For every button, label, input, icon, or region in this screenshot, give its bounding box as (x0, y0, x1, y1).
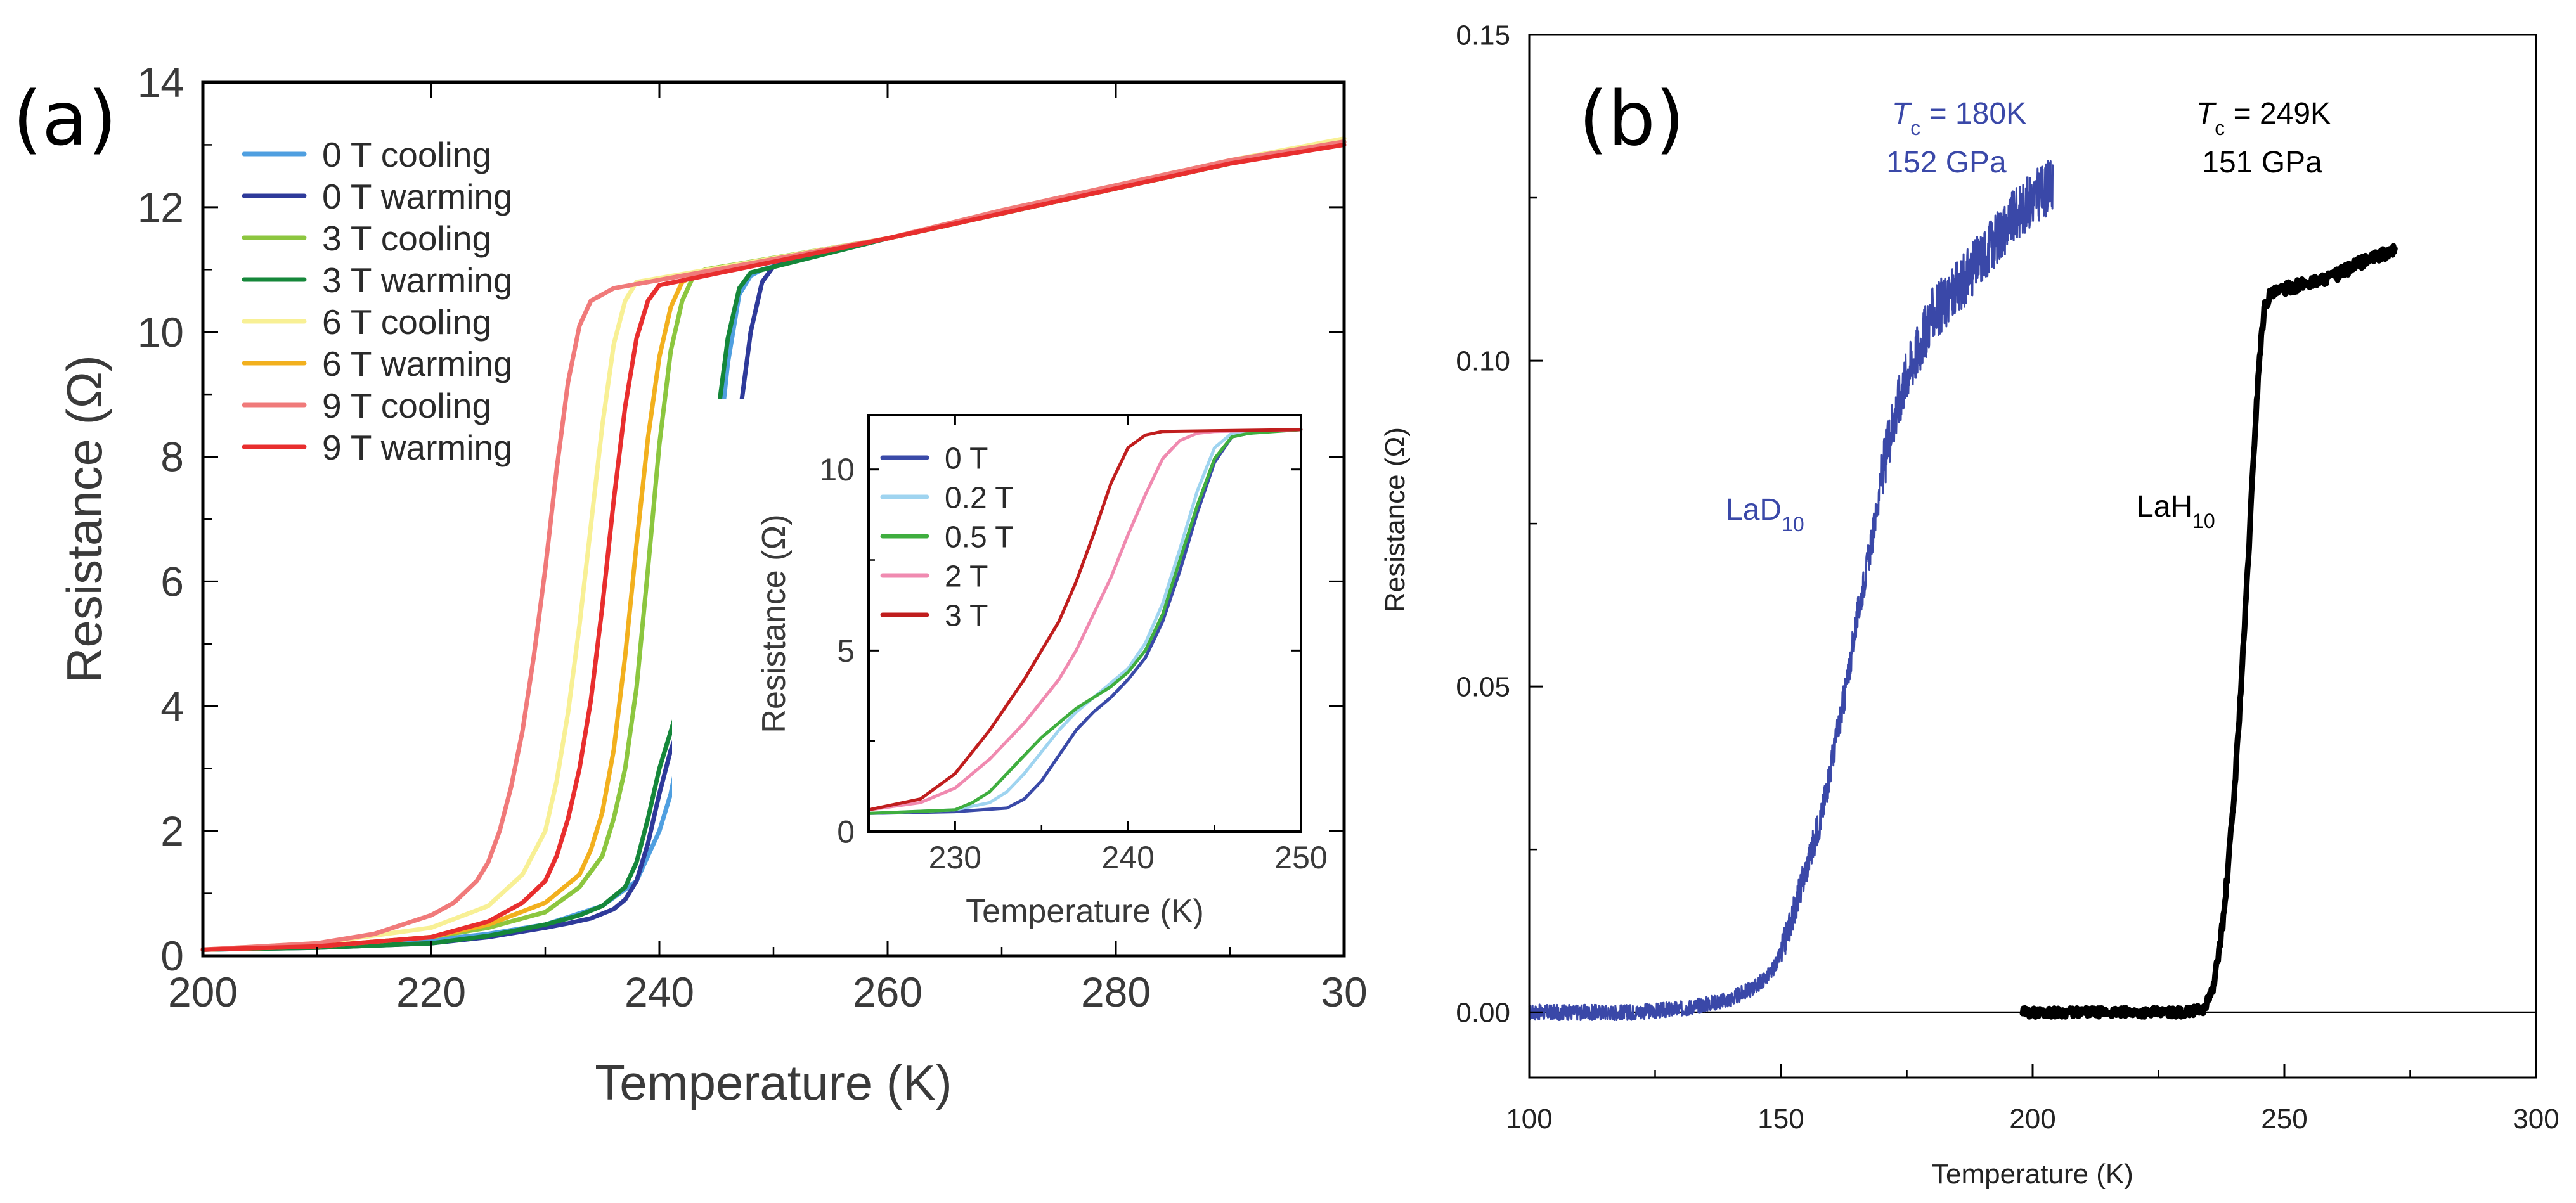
inset-legend-label-0-2-t: 0.2 T (945, 481, 1014, 515)
inset-legend-label-3-t: 3 T (945, 599, 988, 633)
b-y-tick-label: 0.05 (1456, 672, 1510, 703)
panel-b-annotation-lad10: Tc = 180K 152 GPa LaD10 (1726, 97, 2026, 536)
panel-a-inset-y-axis-label: Resistance (Ω) (756, 514, 793, 733)
lad10-label-subscript: 10 (1782, 513, 1804, 536)
a-y-tick-label: 10 (138, 309, 184, 356)
lad10-label: LaD10 (1726, 493, 1804, 536)
lad10-tc-symbol: T (1892, 97, 1913, 131)
b-x-tick-label: 250 (2261, 1103, 2307, 1135)
a-x-tick-label: 200 (168, 968, 238, 1015)
a-x-tick-label: 260 (853, 968, 922, 1015)
panel-a-inset-legend: 0 T 0.2 T 0.5 T 2 T 3 T (880, 442, 1014, 633)
lah10-tc-text: Tc = 249K (2196, 97, 2331, 139)
panel-a-inset-series-layer (867, 428, 1303, 815)
inset-x-tick-label: 230 (929, 840, 981, 875)
b-x-tick-label: 200 (2009, 1103, 2055, 1135)
lah10-label-subscript: 10 (2192, 510, 2215, 532)
inset-y-tick-label: 10 (819, 452, 855, 487)
panel-a-inset-chart: 230 240 250 0 5 10 Temperature (K) Resistanc… (672, 399, 1328, 930)
inset-series-0-2-t (867, 428, 1303, 815)
a-y-tick-label: 4 (160, 683, 184, 730)
a-y-tick-label: 14 (138, 59, 184, 106)
b-y-tick-label: 0.15 (1456, 20, 1510, 51)
lad10-tc-text: Tc = 180K (1892, 97, 2026, 139)
lah10-label: LaH10 (2137, 490, 2215, 532)
b-y-tick-label: 0.00 (1456, 998, 1510, 1029)
b-x-tick-label: 300 (2513, 1103, 2559, 1135)
lad10-label-base: LaD (1726, 493, 1782, 527)
lah10-pressure-text: 151 GPa (2202, 146, 2322, 179)
lah10-label-base: LaH (2137, 490, 2192, 524)
inset-y-tick-label: 5 (837, 633, 855, 669)
panel-a-inset-x-axis: 230 240 250 (869, 415, 1328, 875)
lad10-tc-subscript: c (1910, 117, 1920, 139)
b-y-tick-label: 0.10 (1456, 345, 1510, 376)
panel-a-main-chart: 200 220 240 260 280 30 0 2 4 6 8 10 12 14 Temperatur… (56, 59, 1368, 1110)
b-x-tick-label: 100 (1506, 1103, 1552, 1135)
a-x-tick-label: 240 (625, 968, 694, 1015)
lah10-tc-symbol: T (2196, 97, 2217, 131)
inset-legend-label-2-t: 2 T (945, 560, 988, 593)
a-y-tick-label: 2 (160, 807, 184, 854)
a-legend-label-3-t-cooling: 3 T cooling (322, 219, 491, 258)
a-legend-label-6-t-cooling: 6 T cooling (322, 302, 491, 342)
a-y-tick-label: 12 (138, 184, 184, 231)
inset-legend-label-0-t: 0 T (945, 442, 988, 475)
a-legend-label-9-t-cooling: 9 T cooling (322, 386, 491, 425)
a-y-tick-label: 0 (160, 932, 184, 979)
panel-a-inset-x-axis-label: Temperature (K) (966, 893, 1204, 930)
a-legend-label-3-t-warming: 3 T warming (322, 261, 513, 300)
a-x-tick-label: 220 (396, 968, 466, 1015)
panel-b-label: (b) (1579, 75, 1685, 162)
panel-a-series-layer (200, 136, 1347, 952)
inset-legend-label-0-5-t: 0.5 T (945, 520, 1014, 554)
a-legend-label-0-t-cooling: 0 T cooling (322, 135, 491, 174)
inset-series-3-t (867, 428, 1303, 812)
panel-a-x-axis: 200 220 240 260 280 30 (168, 82, 1368, 1015)
panel-b-x-axis-label: Temperature (K) (1932, 1159, 2133, 1190)
lad10-tc-value: = 180K (1920, 97, 2026, 131)
inset-series-2-t (867, 428, 1303, 812)
panel-b-annotation-lah10: Tc = 249K 151 GPa LaH10 (2137, 97, 2331, 532)
a-y-tick-label: 8 (160, 434, 184, 480)
a-legend-label-6-t-warming: 6 T warming (322, 344, 513, 383)
panel-a-y-axis: 0 2 4 6 8 10 12 14 (138, 59, 1344, 979)
panel-a-label: (a) (13, 75, 117, 162)
inset-x-tick-label: 240 (1101, 840, 1154, 875)
b-series-lah10 (2019, 243, 2398, 1020)
a-y-tick-label: 6 (160, 558, 184, 605)
panel-b-series-layer (1528, 160, 2398, 1021)
inset-series-0-5-t (867, 428, 1303, 815)
inset-x-tick-label: 250 (1274, 840, 1327, 875)
panel-a-x-axis-label: Temperature (K) (595, 1055, 952, 1110)
panel-a-inset-y-axis: 0 5 10 (819, 452, 1301, 850)
a-series-9-t-warming (200, 142, 1347, 952)
b-series-lad10 (1528, 160, 2054, 1021)
panel-a: (a) 200 220 240 260 280 30 0 2 4 6 8 10 12 14 Temper… (13, 59, 1368, 1110)
lah10-tc-subscript: c (2215, 117, 2225, 139)
panel-b-chart: 100 150 200 250 300 0.00 0.05 0.10 0.15 Tempera… (1380, 20, 2560, 1190)
inset-y-tick-label: 0 (837, 814, 855, 850)
panel-b-y-axis: 0.00 0.05 0.10 0.15 (1456, 20, 1543, 1029)
panel-b: (b) 100 150 200 250 300 0.00 0.05 0.10 0.15 Tem… (1380, 20, 2560, 1190)
a-x-tick-label: 280 (1081, 968, 1151, 1015)
a-x-tick-label: 30 (1321, 968, 1367, 1015)
panel-a-inset-frame (867, 414, 1302, 833)
a-legend-label-9-t-warming: 9 T warming (322, 428, 513, 467)
b-x-tick-label: 150 (1757, 1103, 1804, 1135)
a-legend-label-0-t-warming: 0 T warming (322, 177, 513, 216)
panel-b-x-axis: 100 150 200 250 300 (1506, 196, 2560, 1135)
panel-b-y-axis-label: Resistance (Ω) (1380, 427, 1411, 612)
lad10-pressure-text: 152 GPa (1886, 146, 2007, 179)
lah10-tc-value: = 249K (2225, 97, 2331, 131)
panel-a-y-axis-label: Resistance (Ω) (56, 355, 112, 683)
